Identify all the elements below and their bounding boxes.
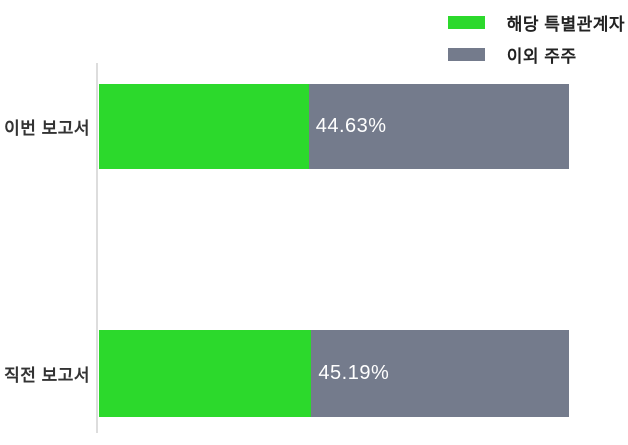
bar-previous-report: 45.19% <box>99 330 569 417</box>
legend-item-other-shareholders: 이외 주주 <box>447 42 625 67</box>
bar-segment-special-holders <box>99 330 312 417</box>
y-axis-line <box>96 63 98 433</box>
bar-segment-special-holders <box>99 84 309 169</box>
legend-label-other-shareholders: 이외 주주 <box>506 47 577 66</box>
bar-segment-other-shareholders: 45.19% <box>311 330 569 417</box>
bar-row-current-report: 이번 보고서 44.63% <box>0 84 628 169</box>
bar-current-report: 44.63% <box>99 84 569 169</box>
legend-item-special-holders: 해당 특별관계자 <box>447 10 625 35</box>
legend-label-special-holders: 해당 특별관계자 <box>506 15 625 34</box>
category-label-previous-report: 직전 보고서 <box>4 366 90 385</box>
legend: 해당 특별관계자 이외 주주 <box>447 10 625 67</box>
category-label-current-report: 이번 보고서 <box>4 119 90 138</box>
bar-segment-other-shareholders: 44.63% <box>308 84 569 169</box>
bar-row-previous-report: 직전 보고서 45.19% <box>0 330 628 417</box>
legend-swatch-green <box>447 16 485 29</box>
value-label-previous-report: 45.19% <box>318 362 390 384</box>
value-label-current-report: 44.63% <box>315 115 387 137</box>
legend-swatch-gray <box>447 48 485 61</box>
